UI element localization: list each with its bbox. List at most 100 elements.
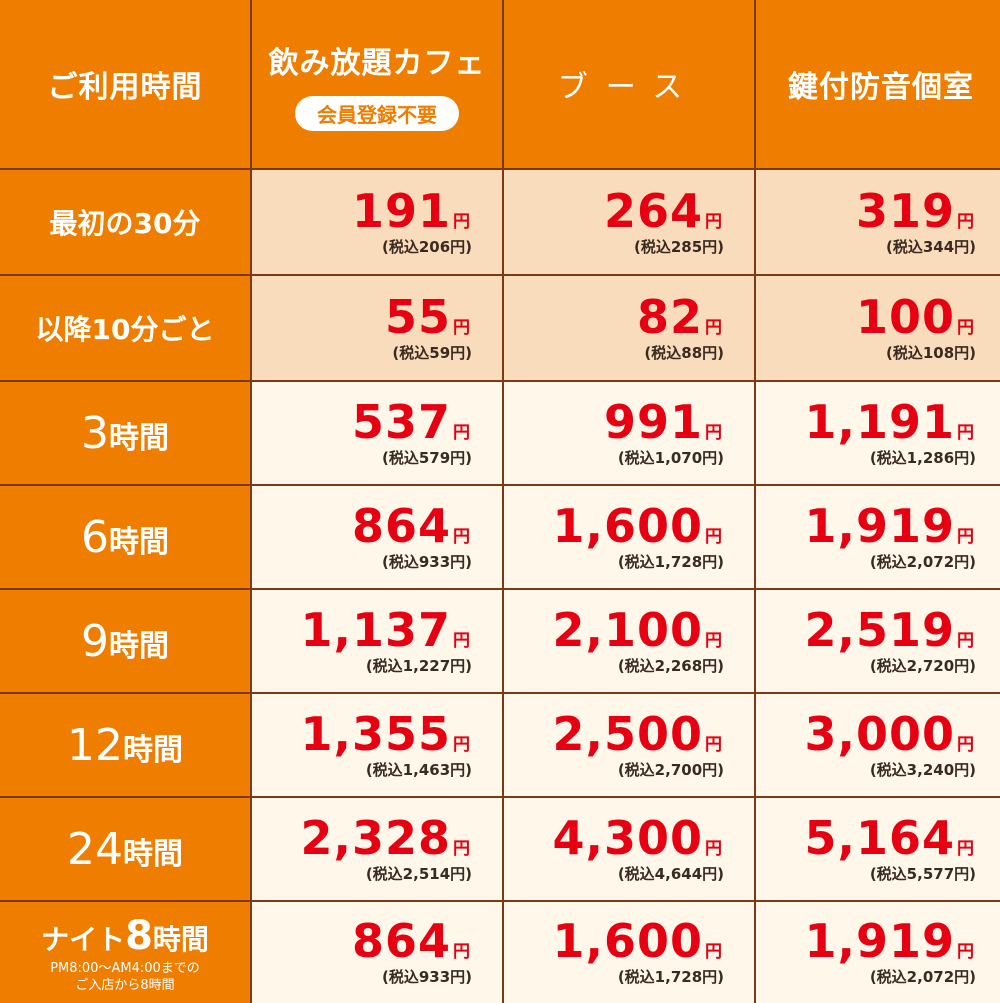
hours-suffix: 時間 [152, 922, 209, 956]
price-cell: 1,919 円 (税込2,072円) [756, 486, 1000, 588]
row-label-text: 最初の30分 [49, 207, 201, 240]
price-cell: 5,164 円 (税込5,577円) [756, 798, 1000, 900]
tax-included-price: (税込2,700円) [617, 760, 724, 779]
tax-included-price: (税込2,072円) [869, 968, 976, 986]
price-cell: 2,500 円 (税込2,700円) [504, 694, 754, 796]
price-value: 5,164 [804, 810, 955, 865]
yen-label: 円 [705, 317, 722, 338]
row-label-24h: 24時間 [0, 798, 250, 900]
yen-label: 円 [705, 526, 722, 547]
yen-label: 円 [453, 838, 470, 859]
yen-label: 円 [453, 211, 470, 232]
tax-included-price: (税込59円) [392, 343, 472, 362]
price-amount: 1,919 円 [804, 918, 974, 964]
price-amount: 1,355 円 [300, 711, 470, 757]
header-cafe-label: 飲み放題カフェ [268, 45, 486, 81]
tax-included-price: (税込579円) [381, 448, 472, 467]
price-value: 2,100 [552, 602, 703, 657]
price-amount: 319 円 [856, 188, 974, 234]
price-cell: 864 円 (税込933円) [252, 902, 502, 1003]
price-cell: 1,355 円 (税込1,463円) [252, 694, 502, 796]
hours-number: 8 [125, 912, 153, 959]
night-note-line1: PM8:00〜AM4:00までの [50, 960, 200, 976]
price-amount: 991 円 [604, 399, 722, 445]
price-amount: 1,600 円 [552, 918, 722, 964]
hours-suffix: 時間 [109, 420, 169, 456]
price-amount: 2,500 円 [552, 711, 722, 757]
tax-included-price: (税込2,720円) [869, 656, 976, 675]
price-amount: 100 円 [856, 294, 974, 340]
tax-included-price: (税込3,240円) [869, 760, 976, 779]
tax-included-price: (税込285円) [633, 237, 724, 256]
price-value: 1,355 [300, 706, 451, 761]
price-value: 82 [636, 289, 703, 344]
price-value: 55 [384, 289, 451, 344]
price-amount: 2,519 円 [804, 607, 974, 653]
tax-included-price: (税込2,514円) [365, 864, 472, 883]
yen-label: 円 [957, 734, 974, 755]
price-cell: 82 円 (税込88円) [504, 276, 754, 380]
price-value: 319 [855, 183, 955, 238]
yen-label: 円 [453, 734, 470, 755]
row-label-6h: 6時間 [0, 486, 250, 588]
header-cafe: 飲み放題カフェ 会員登録不要 [252, 0, 502, 168]
no-registration-badge: 会員登録不要 [295, 95, 459, 131]
price-cell: 2,100 円 (税込2,268円) [504, 590, 754, 692]
tax-included-price: (税込88円) [644, 343, 724, 362]
row-label-text: 以降10分ごと [35, 313, 215, 346]
price-cell: 191 円 (税込206円) [252, 170, 502, 274]
header-booth: ブース [504, 0, 754, 168]
price-amount: 1,191 円 [804, 399, 974, 445]
yen-label: 円 [453, 422, 470, 443]
header-usage-time: ご利用時間 [0, 0, 250, 168]
row-label-text: 6時間 [81, 512, 169, 563]
price-cell: 4,300 円 (税込4,644円) [504, 798, 754, 900]
tax-included-price: (税込1,728円) [617, 552, 724, 571]
hours-number: 9 [81, 615, 109, 667]
row-label-3h: 3時間 [0, 382, 250, 484]
tax-included-price: (税込2,072円) [869, 552, 976, 571]
yen-label: 円 [705, 422, 722, 443]
row-label-night-8h: ナイト8時間 PM8:00〜AM4:00までの ご入店から8時間 [0, 902, 250, 1003]
price-cell: 264 円 (税込285円) [504, 170, 754, 274]
price-amount: 191 円 [352, 188, 470, 234]
price-value: 1,919 [804, 498, 955, 553]
tax-included-price: (税込344円) [885, 237, 976, 256]
price-cell: 2,328 円 (税込2,514円) [252, 798, 502, 900]
row-label-text: 24時間 [67, 824, 183, 875]
price-amount: 1,137 円 [300, 607, 470, 653]
price-value: 1,137 [300, 602, 451, 657]
row-label-first-30min: 最初の30分 [0, 170, 250, 274]
hours-suffix: 時間 [123, 836, 183, 872]
price-cell: 1,600 円 (税込1,728円) [504, 486, 754, 588]
price-value: 1,600 [552, 498, 703, 553]
yen-label: 円 [957, 838, 974, 859]
price-amount: 2,100 円 [552, 607, 722, 653]
night-prefix: ナイト [41, 922, 126, 956]
row-label-9h: 9時間 [0, 590, 250, 692]
header-private-room: 鍵付防音個室 [756, 0, 1000, 168]
yen-label: 円 [957, 526, 974, 547]
yen-label: 円 [705, 211, 722, 232]
price-amount: 1,919 円 [804, 503, 974, 549]
tax-included-price: (税込4,644円) [617, 864, 724, 883]
hours-number: 6 [81, 511, 109, 563]
tax-included-price: (税込1,728円) [617, 968, 724, 986]
tax-included-price: (税込1,463円) [365, 760, 472, 779]
price-value: 1,191 [804, 394, 955, 449]
price-value: 264 [603, 183, 703, 238]
row-label-text: ナイト8時間 [41, 913, 209, 959]
price-cell: 1,600 円 (税込1,728円) [504, 902, 754, 1003]
price-value: 2,500 [552, 706, 703, 761]
row-label-text: 9時間 [81, 616, 169, 667]
price-cell: 100 円 (税込108円) [756, 276, 1000, 380]
price-cell: 537 円 (税込579円) [252, 382, 502, 484]
price-value: 1,600 [552, 914, 703, 968]
price-value: 864 [351, 498, 451, 553]
row-label-text: 12時間 [67, 720, 183, 771]
price-cell: 2,519 円 (税込2,720円) [756, 590, 1000, 692]
price-value: 3,000 [804, 706, 955, 761]
price-value: 2,328 [300, 810, 451, 865]
yen-label: 円 [957, 942, 974, 962]
tax-included-price: (税込206円) [381, 237, 472, 256]
